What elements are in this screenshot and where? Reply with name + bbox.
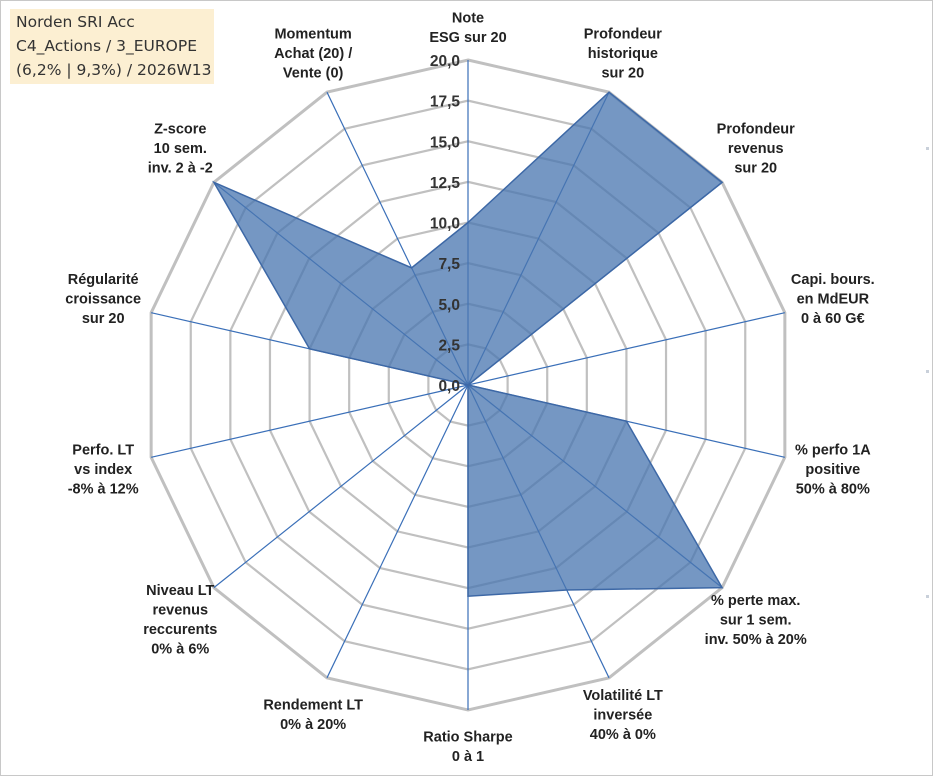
axis-spoke	[467, 312, 785, 386]
axis-label-line: -8% à 12%	[68, 482, 139, 498]
axis-label-line: Profondeur	[584, 27, 662, 43]
tick-label: 2,5	[438, 337, 460, 354]
axis-label-line: historique	[588, 46, 658, 62]
axis-label: Profondeur revenus sur 20	[717, 122, 795, 177]
axis-label-line: Capi. bours.	[791, 272, 875, 288]
axis-label-line: inversée	[593, 707, 652, 723]
axis-label-line: 0% à 6%	[151, 642, 209, 658]
axis-label-line: 0 à 1	[452, 749, 484, 765]
radar-axis-labels: Note ESG sur 20 Profondeur historique sur 20…	[65, 11, 874, 766]
axis-label-line: sur 1 sem.	[720, 612, 792, 628]
axis-label: Ratio Sharpe 0 à 1	[423, 730, 512, 766]
axis-spoke	[151, 384, 469, 458]
axis-label-line: en MdEUR	[797, 291, 870, 307]
axis-label-line: 0% à 20%	[280, 717, 346, 733]
axis-label-line: sur 20	[82, 311, 125, 327]
axis-spoke	[213, 384, 469, 589]
axis-label-line: croissance	[65, 291, 141, 307]
axis-label-line: inv. 50% à 20%	[705, 632, 807, 648]
tick-label: 17,5	[430, 94, 461, 111]
axis-label-line: 10 sem.	[154, 141, 207, 157]
tick-label: 15,0	[430, 134, 460, 151]
axis-label-line: Rendement LT	[263, 698, 363, 714]
fund-name: Norden SRI Acc	[16, 13, 135, 31]
axis-label: Perfo. LT vs index -8% à 12%	[68, 443, 139, 498]
axis-label-line: 50% à 80%	[796, 482, 870, 498]
axis-label: % perfo 1A positive 50% à 80%	[795, 443, 871, 498]
axis-label-line: sur 20	[601, 66, 644, 82]
fund-category: C4_Actions / 3_EUROPE	[16, 37, 197, 55]
axis-spoke	[326, 384, 469, 679]
axis-label-line: 40% à 0%	[590, 727, 656, 743]
axis-label-line: reccurents	[143, 622, 217, 638]
axis-label-line: % perte max.	[711, 593, 800, 609]
scroll-marker	[926, 147, 929, 150]
axis-label-line: positive	[805, 462, 860, 478]
axis-label: Niveau LT revenus reccurents 0% à 6%	[143, 583, 217, 658]
axis-label-line: Vente (0)	[283, 66, 344, 82]
axis-label: Note ESG sur 20	[429, 11, 506, 47]
axis-label: Régularité croissance sur 20	[65, 272, 141, 327]
axis-label-line: Perfo. LT	[72, 443, 134, 459]
axis-label-line: % perfo 1A	[795, 443, 871, 459]
axis-label-line: Niveau LT	[146, 583, 214, 599]
axis-label: Rendement LT 0% à 20%	[263, 698, 363, 734]
tick-label: 10,0	[430, 216, 460, 233]
axis-label-line: revenus	[728, 141, 784, 157]
axis-label-line: ESG sur 20	[429, 30, 506, 46]
axis-label: Volatilité LT inversée 40% à 0%	[583, 688, 663, 743]
axis-label-line: Achat (20) /	[274, 46, 352, 62]
axis-label-line: sur 20	[734, 161, 777, 177]
axis-label: Profondeur historique sur 20	[584, 27, 662, 82]
tick-label: 0,0	[438, 378, 460, 395]
axis-label-line: inv. 2 à -2	[148, 161, 213, 177]
axis-label-line: Z-score	[154, 122, 206, 138]
radar-tick-labels: 0,0 2,5 5,0 7,5 10,0 12,5 15,0 17,5 20,0	[430, 53, 461, 395]
axis-label-line: Note	[452, 11, 484, 27]
axis-label: % perte max. sur 1 sem. inv. 50% à 20%	[705, 593, 807, 648]
axis-label-line: Régularité	[68, 272, 139, 288]
axis-label: Capi. bours. en MdEUR 0 à 60 G€	[791, 272, 875, 327]
tick-label: 12,5	[430, 175, 461, 192]
fund-info-box: Norden SRI Acc C4_Actions / 3_EUROPE (6,…	[10, 9, 214, 84]
axis-label-line: revenus	[152, 603, 208, 619]
axis-label-line: 0 à 60 G€	[801, 311, 865, 327]
axis-label-line: Momentum	[274, 27, 351, 43]
axis-label-line: vs index	[74, 462, 132, 478]
radar-series	[212, 91, 724, 598]
axis-label-line: Profondeur	[717, 122, 795, 138]
scroll-marker	[926, 595, 929, 598]
fund-stats-week: (6,2% | 9,3%) / 2026W13	[16, 61, 212, 79]
axis-label-line: Volatilité LT	[583, 688, 663, 704]
tick-label: 7,5	[438, 256, 460, 273]
scroll-marker	[926, 370, 929, 373]
tick-label: 5,0	[438, 297, 460, 314]
tick-label: 20,0	[430, 53, 460, 70]
axis-label: Z-score 10 sem. inv. 2 à -2	[148, 122, 213, 177]
axis-label: Momentum Achat (20) / Vente (0)	[274, 27, 352, 82]
axis-label-line: Ratio Sharpe	[423, 730, 512, 746]
